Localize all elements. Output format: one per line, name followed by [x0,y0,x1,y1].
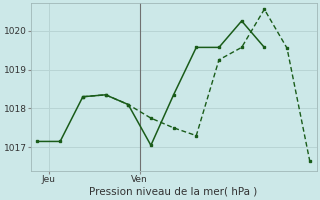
X-axis label: Pression niveau de la mer( hPa ): Pression niveau de la mer( hPa ) [90,187,258,197]
